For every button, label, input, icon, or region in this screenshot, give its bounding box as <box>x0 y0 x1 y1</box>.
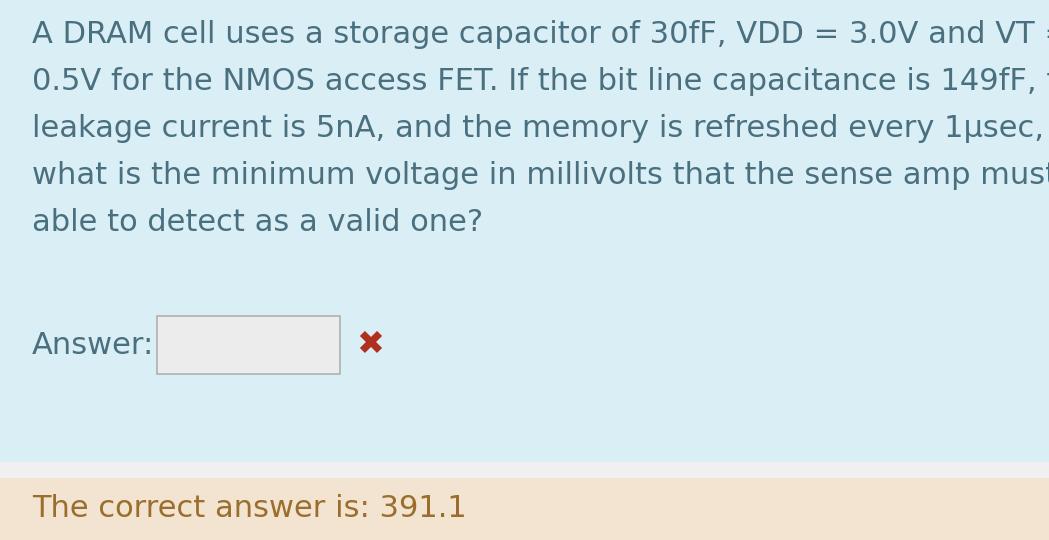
Text: leakage current is 5nA, and the memory is refreshed every 1μsec, then: leakage current is 5nA, and the memory i… <box>33 114 1049 143</box>
Text: 0.5V for the NMOS access FET. If the bit line capacitance is 149fF, the: 0.5V for the NMOS access FET. If the bit… <box>33 67 1049 96</box>
Bar <box>0 462 1049 478</box>
Bar <box>0 0 1049 462</box>
Bar <box>157 316 340 374</box>
Text: what is the minimum voltage in millivolts that the sense amp must be: what is the minimum voltage in millivolt… <box>33 161 1049 190</box>
Text: able to detect as a valid one?: able to detect as a valid one? <box>33 208 484 237</box>
Text: A DRAM cell uses a storage capacitor of 30fF, VDD = 3.0V and VT =: A DRAM cell uses a storage capacitor of … <box>33 20 1049 49</box>
Text: Answer:: Answer: <box>33 330 154 360</box>
Bar <box>0 478 1049 540</box>
Text: The correct answer is: 391.1: The correct answer is: 391.1 <box>33 495 467 523</box>
Text: ✖: ✖ <box>356 328 384 361</box>
